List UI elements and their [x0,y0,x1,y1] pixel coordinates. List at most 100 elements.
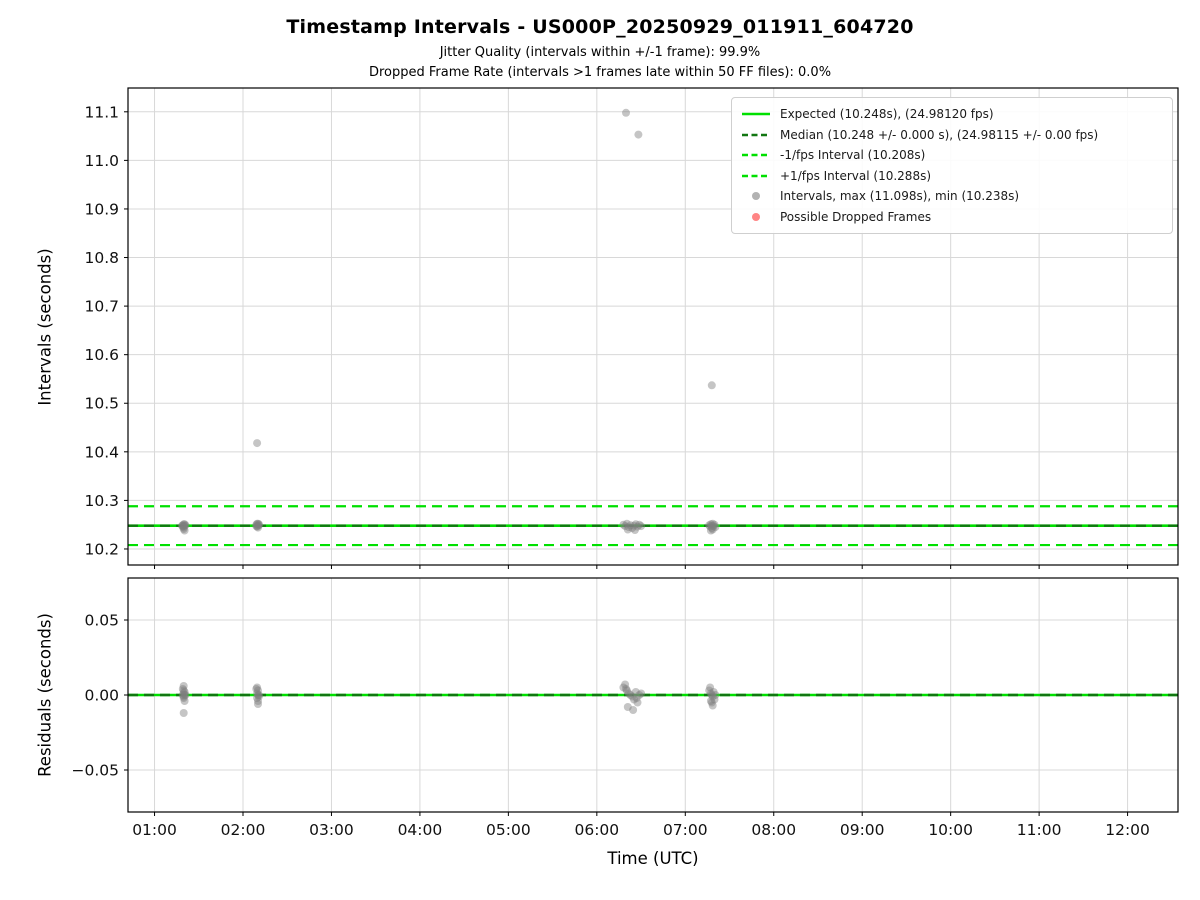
legend-dot-swatch [752,212,760,221]
legend-dashed-line-swatch [742,133,770,137]
interval-point [622,108,630,117]
y-axis-label-intervals: Intervals (seconds) [35,248,55,406]
legend-solid-line-swatch [742,112,770,116]
interval-point [253,522,262,531]
interval-point [179,525,188,534]
interval-point [179,686,188,695]
interval-point [632,694,641,702]
x-axis-label: Time (UTC) [607,849,699,868]
interval-point [178,691,187,699]
legend-item: Expected (10.248s), (24.98120 fps) [741,104,1163,125]
interval-point [180,520,189,529]
legend-dashed-line-swatch [742,153,770,157]
legend-label: Possible Dropped Frames [780,209,932,224]
interval-point [634,130,643,139]
y-tick-label: 10.2 [84,540,119,558]
interval-point [253,683,262,692]
x-tick-label: 10:00 [928,821,973,839]
interval-point [253,694,262,702]
interval-point [633,522,642,531]
interval-point [180,526,189,535]
interval-point [619,520,628,529]
y-tick-label: 0.00 [84,687,119,705]
interval-point [710,695,719,704]
chart-subtitle-dropped: Dropped Frame Rate (intervals >1 frames … [368,65,832,80]
interval-point [179,689,188,698]
interval-point [179,522,188,531]
interval-point [630,521,638,530]
interval-point [253,519,262,528]
interval-point [179,520,188,529]
interval-point [637,522,646,531]
interval-point [180,521,189,530]
interval-point [708,692,717,701]
interval-point [252,520,261,529]
x-tick-label: 07:00 [663,821,708,839]
legend-dot-swatch [752,192,760,201]
interval-point [621,680,630,689]
interval-point [178,521,186,530]
y-tick-label: 10.5 [84,395,119,413]
x-tick-label: 05:00 [486,821,531,839]
interval-point [181,521,190,530]
interval-point [254,521,263,530]
interval-point [622,685,630,693]
interval-point [707,691,716,699]
interval-point [178,522,187,531]
interval-point [252,522,261,531]
interval-point [706,689,715,698]
interval-point [622,686,631,695]
y-tick-label: 0.05 [84,612,119,630]
x-tick-label: 09:00 [840,821,885,839]
interval-point [633,698,642,707]
interval-point [179,692,188,701]
interval-point [629,706,638,714]
interval-point [709,688,718,696]
chart-title: Timestamp Intervals - US000P_20250929_01… [286,16,914,38]
legend-dot [752,212,760,221]
interval-point [254,686,262,695]
interval-point [705,686,714,695]
x-tick-label: 04:00 [398,821,443,839]
interval-point [710,520,719,529]
y-tick-label: 11.0 [84,152,119,170]
x-tick-label: 02:00 [221,821,266,839]
interval-point [706,520,715,529]
interval-point [631,688,640,696]
interval-point [709,522,718,531]
interval-point [711,691,720,699]
interval-point [623,525,632,534]
interval-point [254,521,262,530]
x-tick-label: 08:00 [751,821,796,839]
legend-dashed-line-swatch [742,174,770,178]
interval-point [178,685,187,693]
interval-point [178,521,187,530]
interval-point [254,691,262,699]
y-tick-label: 10.8 [84,249,119,267]
interval-point [180,691,189,699]
legend: Expected (10.248s), (24.98120 fps) Median… [731,97,1173,234]
interval-point [253,689,262,698]
interval-point [254,520,263,529]
interval-point [628,692,637,701]
interval-point [179,523,188,532]
interval-point [707,381,716,390]
legend-item: Possible Dropped Frames [741,207,1163,228]
interval-point [635,520,644,529]
legend-item: Median (10.248 +/- 0.000 s), (24.98115 +… [741,125,1163,146]
interval-point [624,523,633,532]
interval-point [626,521,635,530]
interval-point [622,519,631,528]
interval-point [252,685,261,693]
chart-subtitle-jitter: Jitter Quality (intervals within +/-1 fr… [439,45,761,60]
legend-label: Intervals, max (11.098s), min (10.238s) [780,189,1020,204]
interval-point [711,523,720,532]
interval-point [254,692,263,701]
interval-point [179,694,188,702]
interval-point [254,523,262,532]
x-tick-label: 03:00 [309,821,354,839]
interval-point [254,697,262,705]
interval-point [631,520,640,529]
interval-point [707,524,716,533]
